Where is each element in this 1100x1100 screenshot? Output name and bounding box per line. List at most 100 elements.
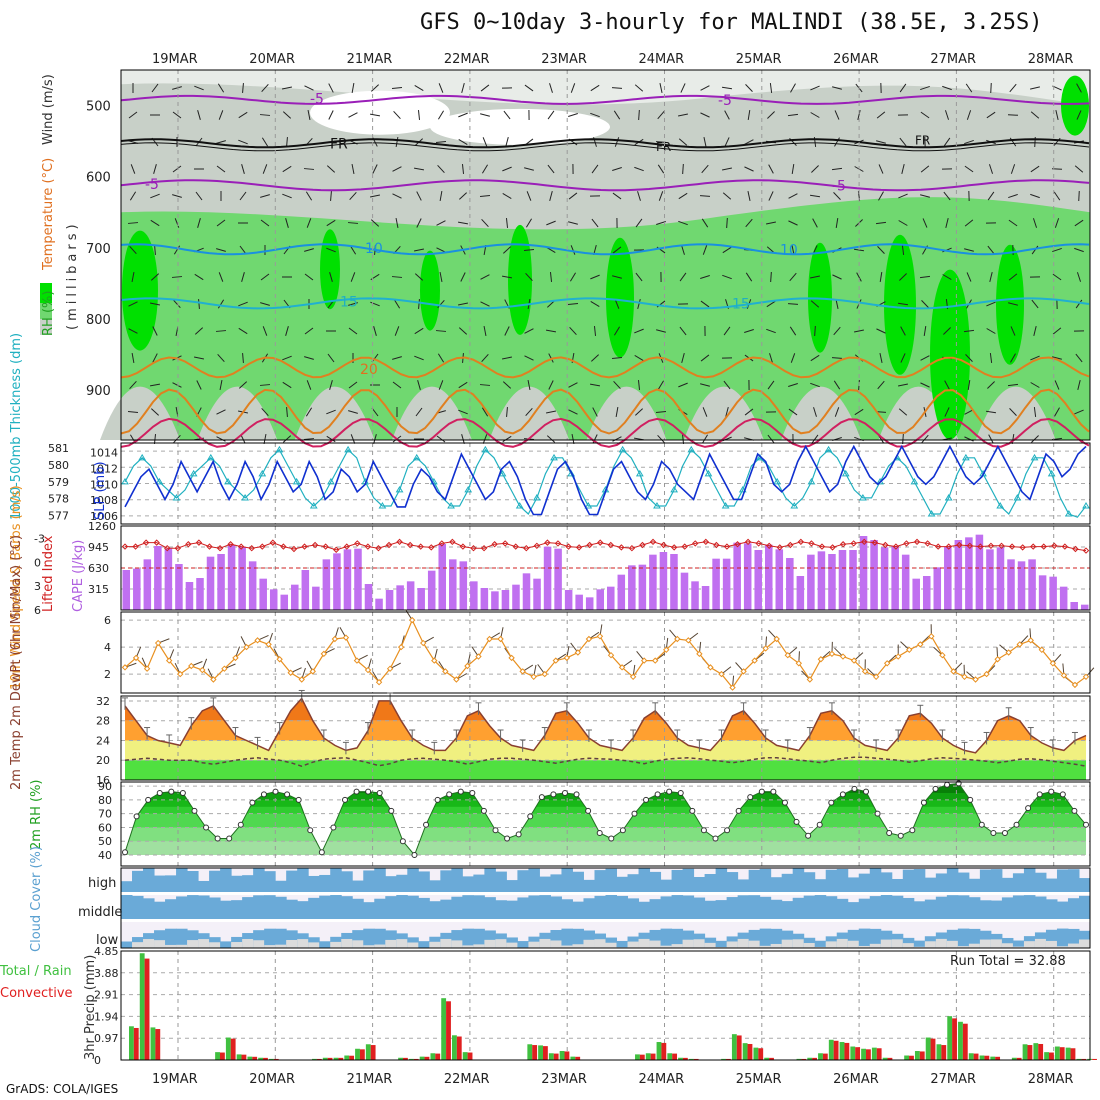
wind-barb (899, 83, 907, 93)
wind-barb (854, 329, 864, 333)
cloud-cover-bar (957, 928, 970, 948)
cloud-cover-bar (440, 870, 452, 892)
lifted-index-label: Lifted Index (41, 535, 56, 612)
cloud-cover-bar (858, 898, 871, 919)
wind-barb (457, 302, 469, 306)
wind-barb (437, 110, 445, 120)
date-label-top: 19MAR (152, 52, 198, 67)
slp-tick: 1010 (90, 478, 118, 491)
precip-convective-bar (273, 1058, 279, 1060)
cape-bar (512, 584, 520, 610)
cloud-cover-bar (693, 876, 706, 892)
cloud-cover-bar (792, 897, 805, 919)
wind-barb (216, 165, 226, 173)
thickness-tick: 580 (48, 459, 69, 472)
wind-speed-marker (872, 673, 880, 681)
wind-barb (722, 167, 732, 171)
cloud-level-label: low (96, 933, 119, 948)
wind-barb (964, 248, 974, 252)
cape-bar (838, 550, 847, 610)
low-cloud-bar (506, 942, 518, 948)
rh-marker (932, 785, 939, 792)
lifted-index-marker (597, 539, 604, 546)
wind-barb (392, 356, 402, 360)
wind-barb (568, 113, 578, 117)
wind-barb (505, 137, 509, 147)
cloud-cover-bar (363, 870, 375, 892)
wind-barb (329, 272, 333, 282)
low-cloud-bar (154, 940, 166, 948)
wind-barb (767, 111, 775, 119)
wind-barb (349, 191, 357, 201)
cloud-cover-bar (154, 901, 166, 919)
wind-barb (524, 167, 534, 171)
precip-total-bar (1011, 1057, 1017, 1060)
wind-barb (482, 434, 488, 444)
wind-barb (700, 85, 710, 91)
wind-barb (570, 245, 576, 255)
rh-marker (156, 790, 163, 797)
wind-barb (218, 110, 224, 120)
thickness-marker (258, 469, 267, 477)
cloud-frame (120, 867, 1091, 949)
cloud-cover-bar (121, 895, 133, 919)
rh-marker (781, 799, 788, 806)
temp-bands (125, 698, 1086, 780)
wind-barb (1075, 299, 1083, 309)
wind-barb (813, 407, 817, 417)
cloud-cover-bar (825, 896, 838, 919)
wind-barb (990, 82, 992, 94)
cloud-cover-bar (385, 896, 397, 919)
wind-barb (238, 111, 248, 119)
cloud-cover-bar (572, 928, 584, 948)
wind-barb (944, 407, 950, 417)
cape-bar (849, 550, 857, 610)
precip-legend-convective: Convective (0, 986, 73, 1001)
cloud-cover-bar (682, 868, 695, 892)
wind-barb (788, 220, 798, 226)
wind-barb (657, 435, 665, 443)
cloud-cover-bar (671, 895, 684, 919)
cloud-cover-bar (847, 877, 860, 892)
wind-barb (307, 109, 311, 121)
precip-convective-bar (844, 1042, 850, 1060)
wind-barb (392, 166, 402, 172)
date-label-top: 23MAR (541, 52, 587, 67)
cloud-cover-bar (1067, 869, 1080, 892)
wind-barb (373, 326, 377, 336)
wind-barb (304, 327, 314, 335)
wind-speed-marker (1016, 641, 1023, 648)
wind-barb (788, 383, 798, 387)
wind-speed-marker (585, 635, 593, 643)
rh-marker (272, 788, 279, 795)
precip-convective-bar (338, 1057, 344, 1060)
wind-barb (701, 164, 709, 174)
wind-barb (1055, 110, 1059, 120)
rh-lowlevel-lobe (683, 386, 764, 440)
lifted-index-marker (375, 544, 382, 552)
wind-barb (637, 379, 641, 391)
wind-speed-marker (464, 662, 471, 670)
cloud-cover-bar (440, 899, 452, 919)
cloud-cover-bar (220, 868, 232, 892)
wind-barb (259, 114, 271, 116)
cape-bar (501, 590, 510, 610)
date-label-bottom: 28MAR (1028, 1072, 1074, 1087)
wind-barb (965, 83, 973, 93)
wind-barb (744, 139, 754, 145)
wind-barb (506, 406, 508, 418)
wind-barb (285, 218, 289, 228)
cape-bar (585, 597, 594, 610)
low-cloud-bar (704, 942, 717, 948)
wind-barb (966, 110, 972, 120)
cape-bar (375, 598, 383, 610)
low-cloud-bar (440, 938, 452, 948)
wind-barb (414, 84, 424, 92)
precip-convective-bar (219, 1052, 225, 1060)
cloud-cover-bar (1001, 937, 1014, 948)
rh-marker (480, 807, 487, 814)
date-label-top: 24MAR (639, 52, 685, 67)
low-cloud-bar (495, 939, 507, 948)
cape-bar (291, 584, 299, 610)
lifted-index-marker (797, 538, 805, 546)
